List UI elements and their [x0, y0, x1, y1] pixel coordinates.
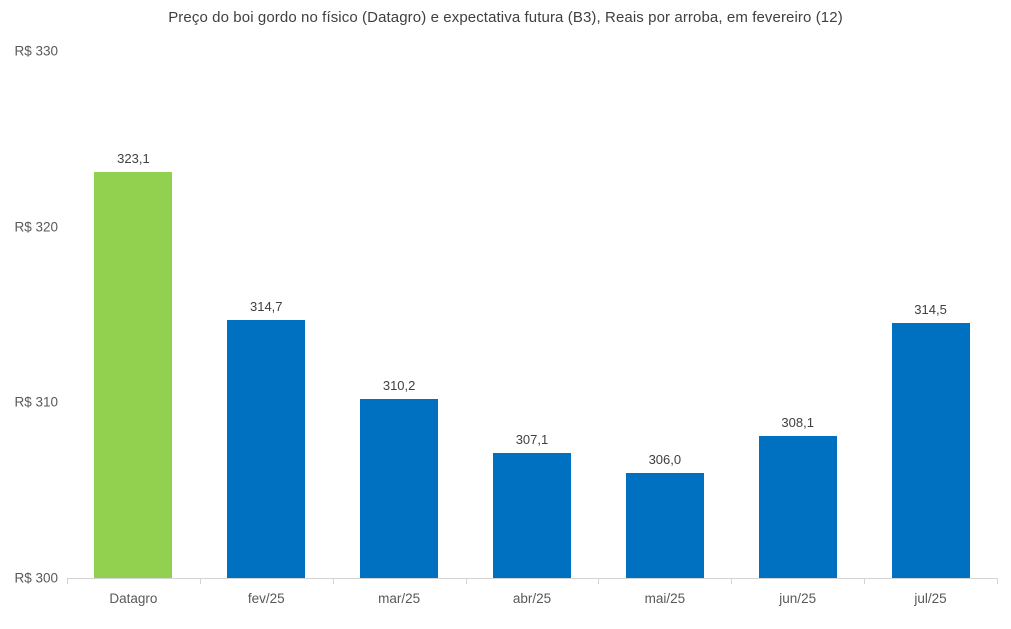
x-axis-tick — [997, 578, 998, 584]
bar-jun-25 — [758, 435, 837, 578]
bar-mar-25 — [360, 398, 439, 578]
x-tick-label: jun/25 — [779, 591, 817, 606]
bar-value-label: 310,2 — [382, 377, 416, 393]
x-tick-label: fev/25 — [247, 591, 285, 606]
bar-datagro — [94, 172, 173, 578]
x-tick-label: mai/25 — [644, 591, 686, 606]
bar-mai-25 — [625, 472, 704, 578]
x-axis-line — [67, 578, 998, 579]
x-tick-label: mar/25 — [378, 591, 421, 606]
bar-value-label: 314,7 — [249, 298, 283, 314]
x-axis-tick — [731, 578, 733, 584]
x-tick-label: Datagro — [109, 591, 158, 606]
x-axis-tick — [864, 578, 866, 584]
chart-title: Preço do boi gordo no físico (Datagro) e… — [168, 9, 843, 26]
y-tick-label: R$ 320 — [14, 219, 58, 235]
x-axis-tick — [67, 578, 68, 584]
bar-fev-25 — [227, 319, 306, 578]
bar-value-label: 314,5 — [914, 302, 947, 318]
x-tick-label: jul/25 — [914, 591, 947, 606]
x-axis-tick — [332, 578, 334, 584]
y-tick-label: R$ 300 — [14, 570, 58, 586]
bar-jul-25 — [891, 323, 970, 578]
y-tick-label: R$ 310 — [14, 394, 58, 410]
bar-value-label: 308,1 — [781, 414, 814, 430]
x-axis-tick — [199, 578, 201, 584]
y-tick-label: R$ 330 — [14, 43, 58, 59]
x-axis-tick — [465, 578, 467, 584]
bar-value-label: 323,1 — [117, 151, 150, 167]
bar-value-label: 306,0 — [648, 451, 682, 467]
x-axis-tick — [598, 578, 600, 584]
bar-value-label: 307,1 — [515, 432, 549, 448]
x-tick-label: abr/25 — [512, 591, 552, 606]
bar-abr-25 — [493, 453, 571, 578]
